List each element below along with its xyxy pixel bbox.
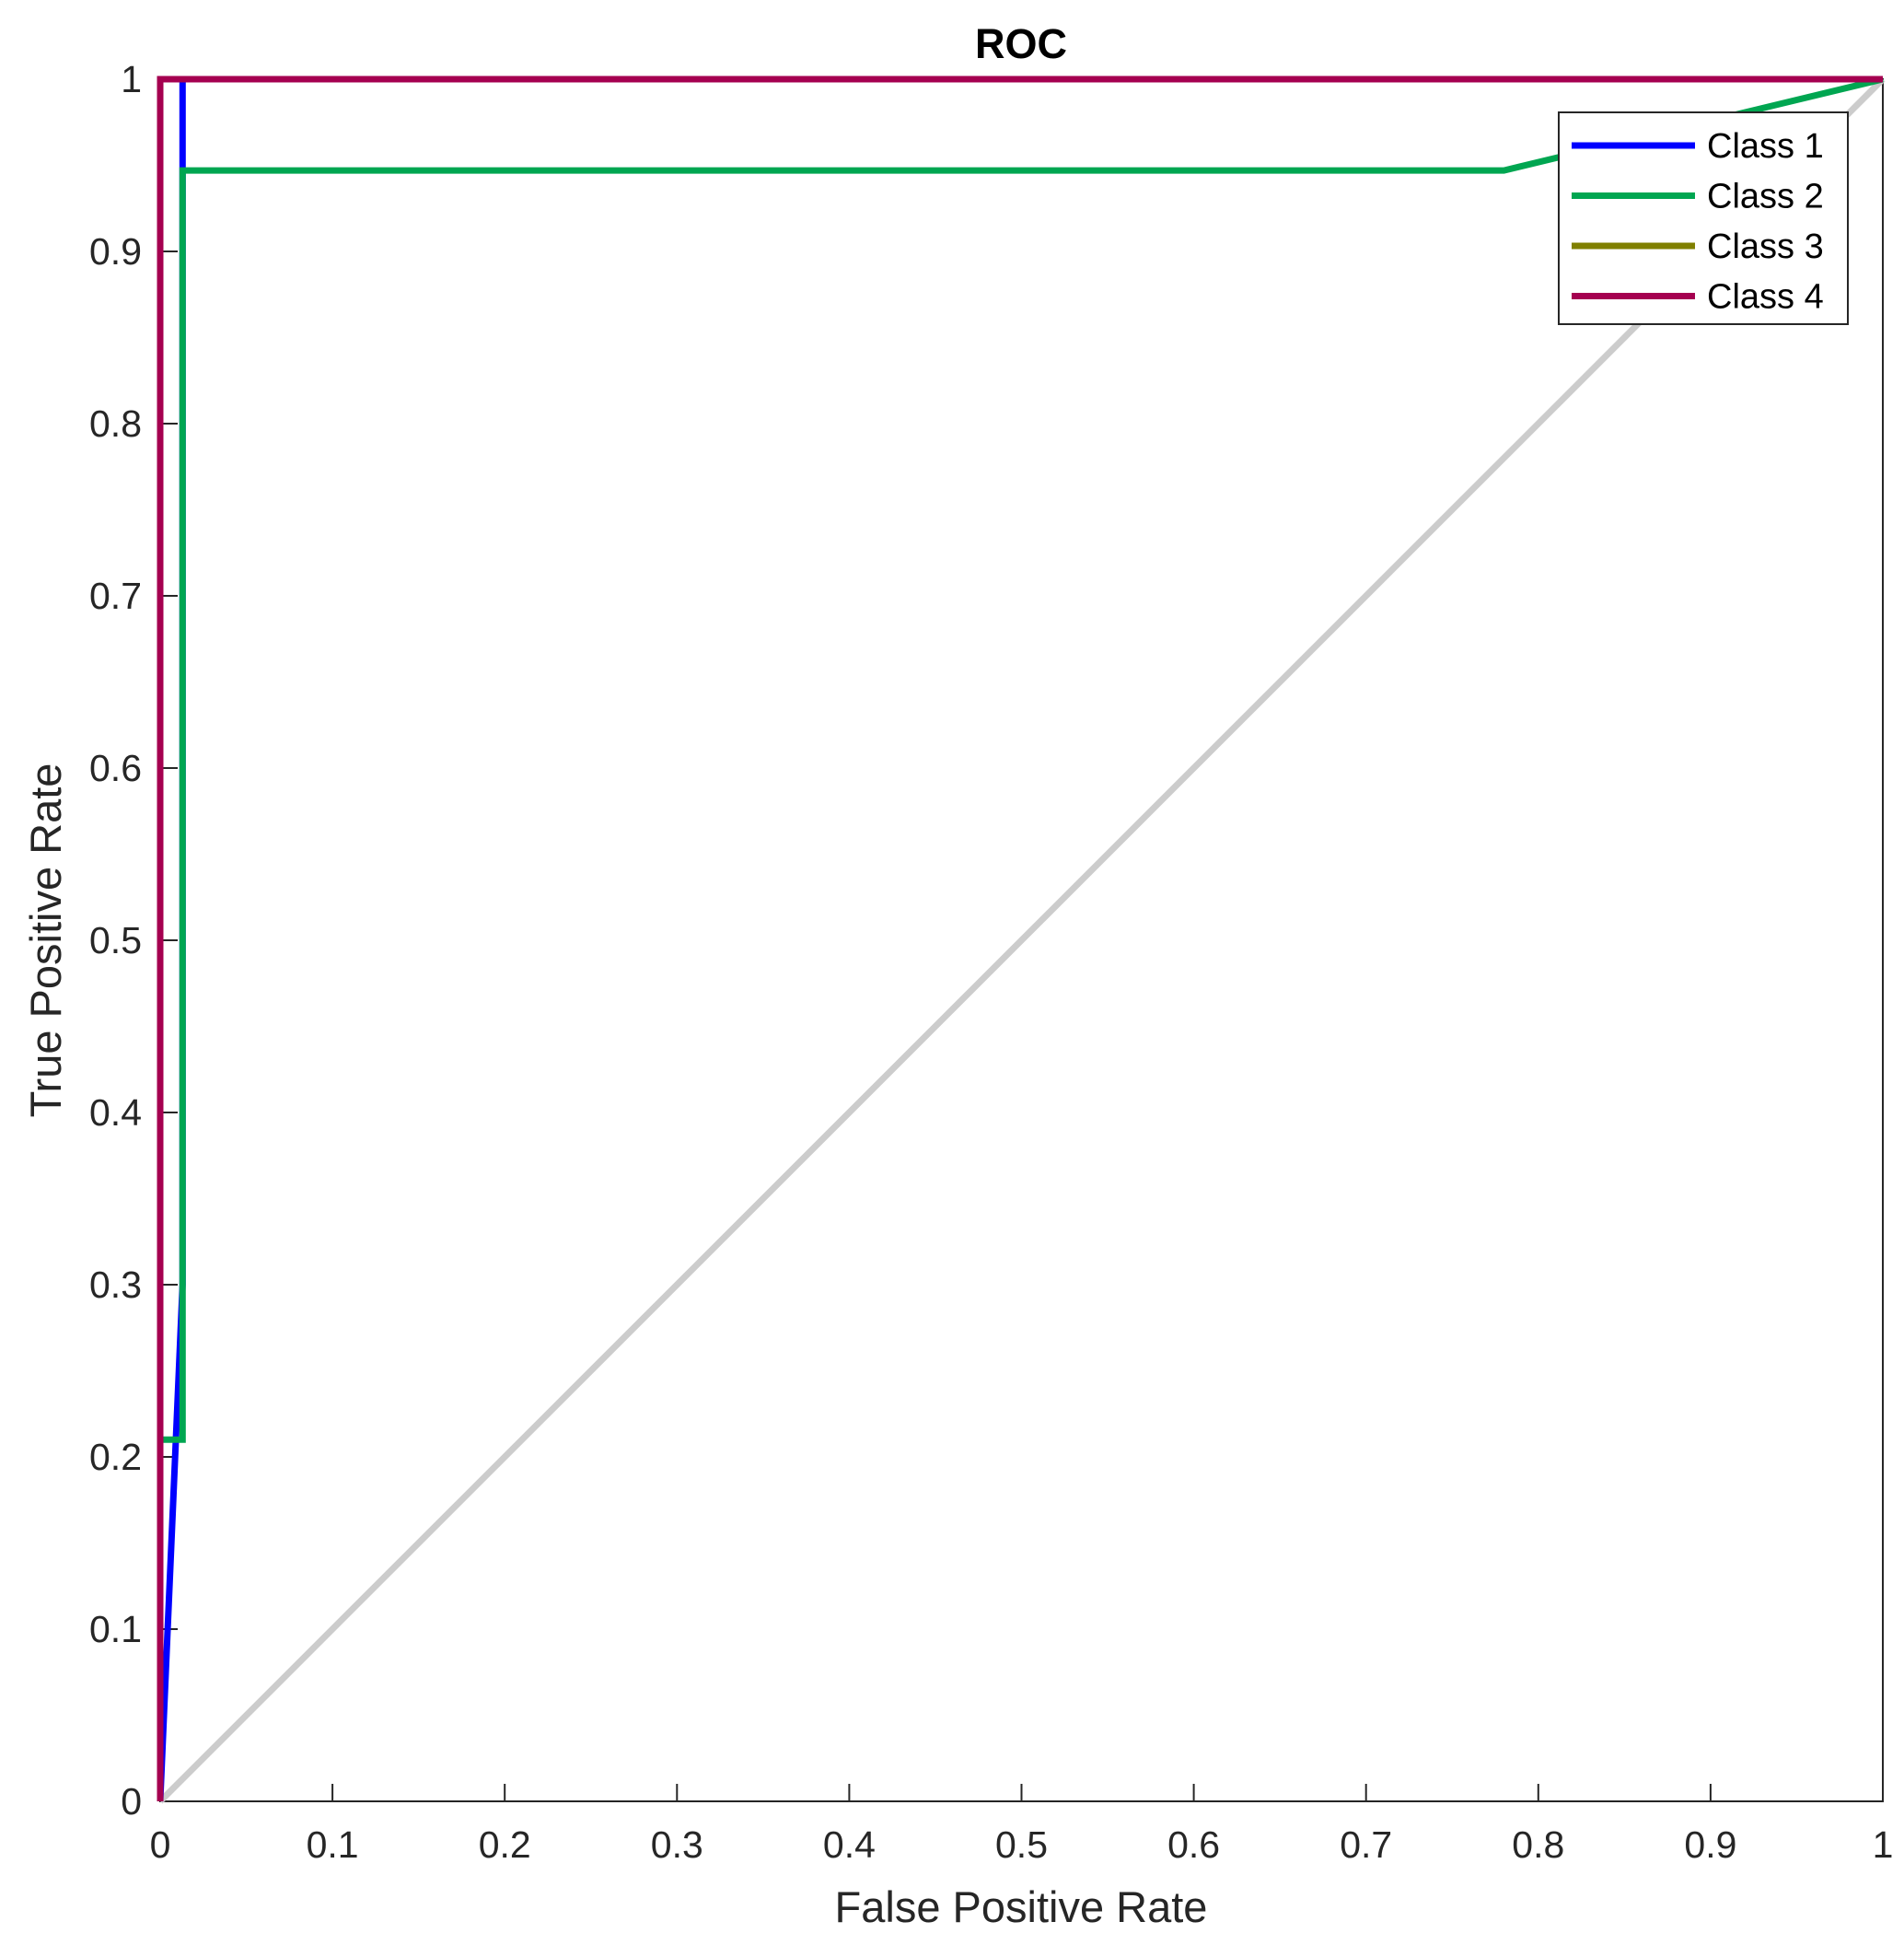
x-tick-label: 0.5: [995, 1823, 1048, 1866]
y-axis-ticks: 0 0.1 0.2 0.3 0.4 0.5 0.6 0.7 0.8 0.9 1: [89, 58, 178, 1823]
y-tick-label: 0.3: [89, 1264, 142, 1306]
y-tick-label: 0: [121, 1780, 142, 1823]
x-tick-label: 0.9: [1684, 1823, 1736, 1866]
legend-label-class-4: Class 4: [1707, 278, 1824, 317]
chance-diagonal-line: [157, 76, 1886, 1804]
x-tick-label: 0.1: [307, 1823, 359, 1866]
y-tick-label: 0.1: [89, 1608, 142, 1650]
x-tick-label: 0.8: [1512, 1823, 1564, 1866]
x-tick-label: 0.6: [1167, 1823, 1220, 1866]
x-axis-label: False Positive Rate: [835, 1882, 1208, 1931]
legend-label-class-3: Class 3: [1707, 227, 1824, 266]
y-tick-label: 0.5: [89, 919, 142, 961]
y-tick-label: 0.8: [89, 402, 142, 445]
x-tick-label: 0.7: [1340, 1823, 1392, 1866]
x-tick-label: 0.2: [479, 1823, 531, 1866]
x-tick-label: 0: [150, 1823, 171, 1866]
y-tick-label: 0.6: [89, 747, 142, 789]
legend: Class 1 Class 2 Class 3 Class 4: [1558, 111, 1849, 325]
y-axis-label: True Positive Rate: [21, 763, 70, 1118]
y-tick-label: 0.9: [89, 230, 142, 273]
x-tick-label: 1: [1873, 1823, 1894, 1866]
x-tick-label: 0.3: [651, 1823, 703, 1866]
y-tick-label: 0.4: [89, 1091, 142, 1134]
legend-label-class-1: Class 1: [1707, 127, 1824, 166]
y-tick-label: 1: [121, 58, 142, 100]
y-tick-label: 0.2: [89, 1436, 142, 1478]
x-tick-label: 0.4: [823, 1823, 876, 1866]
chart-title: ROC: [975, 20, 1067, 67]
y-tick-label: 0.7: [89, 575, 142, 617]
x-axis-ticks: 0 0.1 0.2 0.3 0.4 0.5 0.6 0.7 0.8 0.9 1: [150, 1784, 1894, 1866]
legend-label-class-2: Class 2: [1707, 178, 1824, 216]
series-line-class-4: [157, 76, 1883, 1801]
reference-line-layer: [157, 76, 1886, 1804]
